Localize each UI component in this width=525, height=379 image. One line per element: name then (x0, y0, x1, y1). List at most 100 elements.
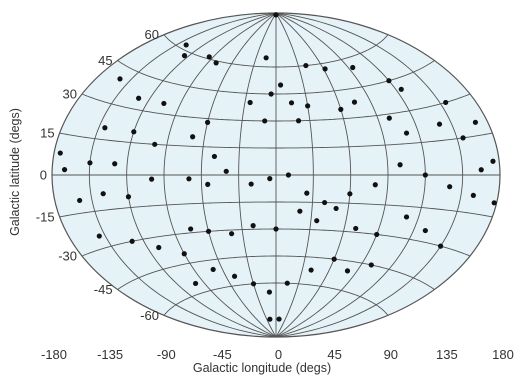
data-point (77, 197, 83, 204)
longitude-line-90 (275, 12, 389, 338)
data-point (87, 160, 93, 166)
data-point (129, 238, 135, 244)
data-point (353, 225, 359, 232)
data-point (57, 150, 63, 156)
y-tick-labels: 60 45 30 15 0 -15 -30 -45 -60 (36, 27, 159, 323)
data-point (61, 167, 68, 173)
data-point (472, 119, 479, 125)
data-point (188, 226, 194, 232)
data-point (372, 182, 378, 188)
data-point (295, 118, 302, 124)
data-point (347, 191, 353, 197)
data-point (285, 172, 292, 178)
x-tick-label: -90 (157, 347, 176, 362)
data-point (205, 228, 212, 234)
x-tick-label: 180 (492, 347, 514, 362)
data-point (322, 199, 328, 206)
data-point (478, 167, 484, 173)
y-tick-label: 60 (145, 27, 159, 42)
data-point (338, 106, 344, 112)
data-point (288, 100, 295, 106)
y-tick-label: 0 (40, 168, 47, 183)
data-point (374, 231, 380, 238)
data-point (231, 273, 238, 279)
longitude-line--150 (88, 12, 277, 338)
data-point (211, 153, 218, 160)
y-tick-label: 15 (40, 126, 54, 141)
x-tick-label: -45 (213, 347, 232, 362)
x-tick-labels: -180 -135 -90 -45 0 45 90 135 180 (41, 347, 514, 362)
x-tick-label: -135 (97, 347, 123, 362)
data-point (443, 99, 449, 106)
data-point (192, 280, 199, 287)
data-point (308, 267, 314, 273)
data-point (438, 243, 444, 249)
data-point (266, 289, 273, 295)
y-tick-label: 45 (98, 53, 112, 68)
y-axis-title: Galactic latitude (degs) (8, 108, 22, 236)
data-point (181, 53, 188, 59)
data-point (276, 316, 282, 322)
data-point (205, 181, 211, 187)
data-point (490, 158, 496, 164)
data-point (223, 168, 229, 174)
data-points (57, 12, 497, 322)
longitude-line-60 (275, 12, 352, 338)
longitude-line-150 (275, 12, 464, 338)
data-point (460, 135, 466, 141)
data-point (436, 121, 443, 127)
data-point (247, 99, 253, 106)
data-point (204, 119, 211, 125)
data-point (136, 95, 142, 101)
data-point (186, 176, 192, 182)
data-point (181, 251, 187, 257)
data-point (386, 115, 392, 121)
data-point (112, 161, 118, 167)
data-point (149, 176, 155, 182)
data-point (304, 190, 310, 196)
data-point (250, 281, 257, 287)
data-point (397, 162, 403, 168)
longitude-line--120 (126, 12, 277, 338)
data-point (96, 233, 102, 239)
data-point (267, 316, 273, 322)
data-point (297, 208, 303, 214)
data-point (333, 205, 339, 212)
data-point (156, 244, 162, 251)
data-point (422, 172, 428, 178)
data-point (183, 42, 189, 48)
data-point (102, 125, 108, 131)
data-point (117, 76, 123, 82)
y-tick-label: -15 (36, 209, 55, 224)
data-point (491, 200, 497, 206)
data-point (398, 86, 404, 92)
y-tick-label: -30 (58, 249, 77, 264)
data-point (422, 227, 428, 234)
x-tick-label: -180 (41, 347, 67, 362)
data-point (351, 99, 358, 105)
data-point (344, 268, 351, 274)
data-point (273, 226, 279, 232)
data-point (210, 266, 216, 273)
longitude-line--90 (163, 12, 277, 338)
data-point (277, 82, 284, 88)
x-tick-label: 45 (327, 347, 341, 362)
data-point (268, 91, 274, 97)
data-point (403, 214, 410, 220)
longitude-line-30 (275, 12, 314, 338)
y-tick-label: 30 (63, 87, 77, 102)
data-point (350, 64, 356, 71)
data-point (368, 262, 374, 268)
data-point (403, 130, 410, 136)
data-point (284, 280, 290, 286)
data-point (322, 66, 328, 72)
data-point (447, 184, 453, 190)
data-point (228, 231, 235, 237)
data-point (125, 194, 132, 200)
data-point (213, 60, 219, 66)
longitude-line--60 (200, 12, 277, 338)
x-tick-label: 90 (384, 347, 398, 362)
data-point (303, 62, 309, 69)
aitoff-projection-map (51, 12, 501, 338)
